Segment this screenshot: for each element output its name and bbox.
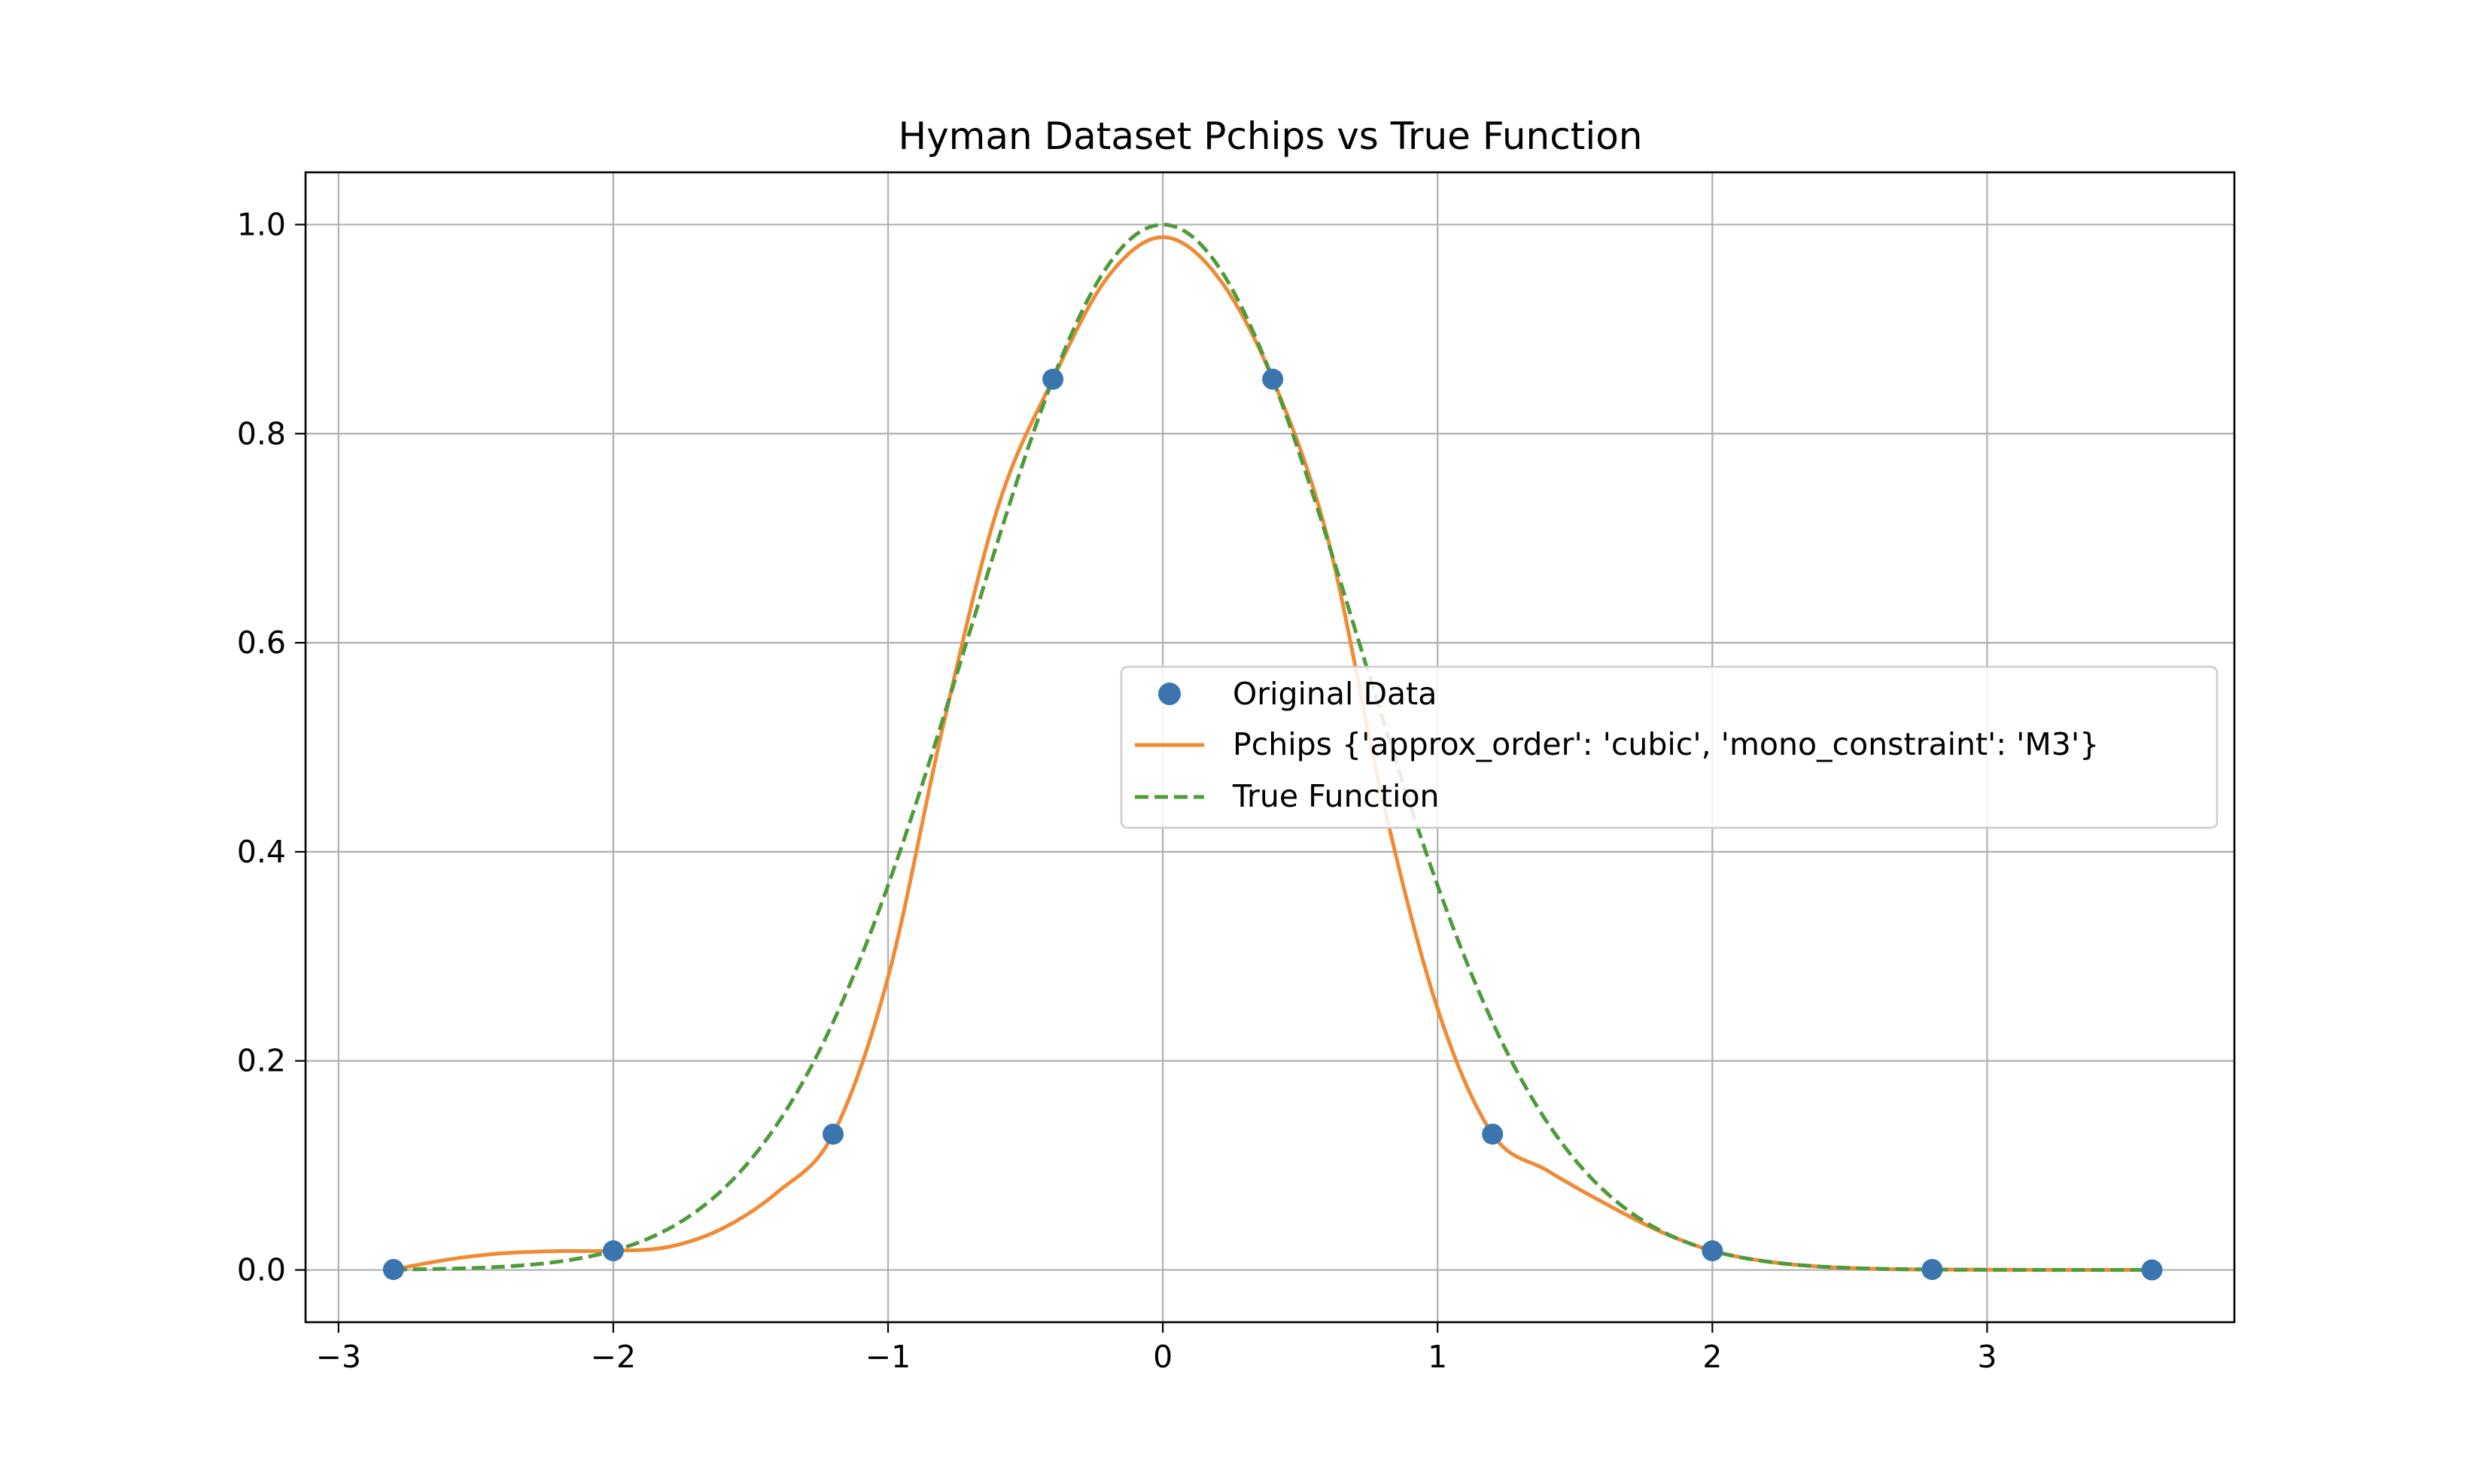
x-tick-label: 1 <box>1428 1339 1447 1375</box>
grid-lines <box>306 172 2234 1322</box>
x-tick-label: −1 <box>865 1339 911 1375</box>
data-point-original <box>382 1258 404 1280</box>
y-tick-label: 0.4 <box>237 834 286 870</box>
legend-label-true-function: True Function <box>1232 778 1440 814</box>
y-tick-label: 0.8 <box>237 415 286 452</box>
legend-marker-original-data <box>1158 683 1181 705</box>
data-point-original <box>1262 368 1284 390</box>
data-point-original <box>1921 1258 1943 1280</box>
data-point-original <box>822 1124 844 1145</box>
legend-box <box>1120 665 2219 829</box>
data-point-original <box>602 1240 624 1262</box>
x-tick-label: −2 <box>591 1339 636 1375</box>
data-point-original <box>1702 1240 1723 1262</box>
data-point-original <box>1482 1124 1504 1145</box>
y-tick-label: 0.2 <box>237 1043 286 1079</box>
legend-label-original-data: Original Data <box>1233 676 1437 712</box>
legend: Original Data Pchips {'approx_order': 'c… <box>1120 665 2219 829</box>
x-tick-label: 3 <box>1977 1339 1997 1375</box>
y-tick-label: 0.0 <box>237 1252 286 1288</box>
chart-title: Hyman Dataset Pchips vs True Function <box>898 114 1642 158</box>
data-point-original <box>2141 1259 2163 1281</box>
x-axis: −3 −2 −1 0 1 2 3 <box>316 1322 1997 1375</box>
y-axis: 0.0 0.2 0.4 0.6 0.8 1.0 <box>237 206 306 1288</box>
legend-label-pchips: Pchips {'approx_order': 'cubic', 'mono_c… <box>1233 726 2099 762</box>
points-layer <box>382 368 2163 1281</box>
x-tick-label: 0 <box>1153 1339 1173 1375</box>
plot-area-frame <box>304 171 2236 1324</box>
x-tick-label: −3 <box>316 1339 361 1375</box>
y-tick-label: 1.0 <box>237 206 286 242</box>
x-tick-label: 2 <box>1702 1339 1722 1375</box>
y-tick-label: 0.6 <box>237 625 286 661</box>
data-point-original <box>1042 368 1064 390</box>
